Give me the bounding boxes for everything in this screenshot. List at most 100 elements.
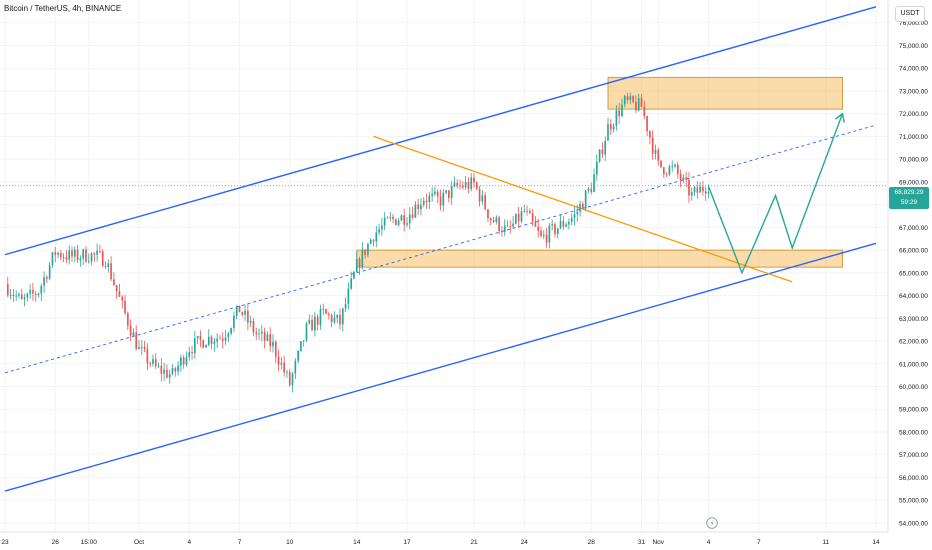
candle-body — [428, 195, 431, 203]
candle-body — [414, 204, 417, 218]
candle-body — [40, 285, 43, 294]
symbol-title: Bitcoin / TetherUS, 4h, BINANCE — [4, 4, 122, 13]
last-price-value: 68,829.29 — [894, 189, 924, 196]
candle-body — [604, 140, 607, 155]
candle-body — [244, 310, 246, 315]
time-tick-label: 23 — [1, 539, 9, 546]
candle-body — [537, 226, 540, 231]
price-tick-label: 64,000.00 — [899, 293, 928, 300]
candle-body — [579, 203, 581, 212]
candle-body — [503, 225, 506, 233]
candle-body — [548, 225, 551, 243]
candle-body — [18, 294, 20, 296]
candle-body — [129, 325, 132, 336]
mid-channel-line — [4, 124, 877, 374]
candle-body — [107, 263, 110, 268]
time-tick-label: 31 — [638, 539, 646, 546]
candle-body — [191, 352, 193, 354]
time-tick-label: 7 — [757, 539, 761, 546]
candle-body — [475, 182, 478, 189]
tradingview-logo-icon — [706, 517, 718, 529]
candle-body — [389, 216, 392, 218]
candle-body — [562, 220, 565, 227]
candle-body — [378, 229, 380, 233]
candle-body — [266, 334, 269, 341]
candle-body — [587, 188, 590, 191]
candle-body — [288, 371, 291, 386]
price-tick-label: 61,000.00 — [899, 361, 928, 368]
candle-body — [283, 362, 286, 373]
candle-body — [344, 303, 347, 309]
candle-body — [132, 332, 135, 336]
candle-body — [445, 190, 447, 193]
projection-arrowhead — [834, 112, 845, 123]
candle-body — [461, 185, 464, 188]
candle-body — [149, 363, 152, 365]
candle-body — [124, 300, 126, 314]
time-tick-label: Nov — [652, 539, 664, 546]
candle-body — [568, 221, 570, 225]
candle-body — [367, 243, 369, 255]
time-tick-label: 26 — [52, 539, 60, 546]
candle-body — [422, 200, 425, 205]
price-tick-label: 73,000.00 — [899, 88, 928, 95]
candle-body — [6, 284, 9, 296]
candle-body — [690, 192, 693, 196]
candle-body — [79, 258, 82, 261]
candle-body — [576, 211, 579, 215]
time-tick-label: 24 — [521, 539, 529, 546]
candle-body — [464, 182, 467, 188]
candle-body — [319, 309, 322, 325]
price-tick-label: 71,000.00 — [899, 134, 928, 141]
candle-body — [46, 277, 48, 279]
candle-body — [584, 190, 587, 209]
candle-body — [113, 279, 115, 286]
candle-body — [126, 313, 129, 326]
candle-body — [258, 333, 260, 335]
candle-body — [607, 124, 609, 141]
candle-body — [406, 223, 408, 225]
lower-channel-line — [4, 242, 877, 492]
candle-body — [325, 309, 327, 314]
candle-body — [565, 224, 567, 227]
candle-body — [651, 137, 654, 154]
candle-body — [702, 186, 704, 192]
descending-trendline — [373, 135, 793, 283]
candle-body — [171, 368, 174, 375]
candle-body — [381, 225, 383, 230]
candle-body — [556, 228, 559, 235]
candle-body — [682, 177, 685, 181]
candle-body — [305, 323, 308, 341]
price-tick-label: 62,000.00 — [899, 339, 928, 346]
candle-body — [322, 309, 325, 310]
candle-body — [54, 252, 57, 255]
candle-body — [207, 336, 210, 345]
price-tick-label: 75,000.00 — [899, 43, 928, 50]
candle-body — [453, 182, 456, 187]
candle-body — [202, 340, 205, 348]
candle-body — [403, 215, 406, 225]
candle-body — [582, 203, 584, 209]
time-tick-label: 7 — [238, 539, 242, 546]
candle-body — [361, 249, 364, 268]
candle-body — [160, 365, 163, 374]
candle-body — [26, 293, 29, 298]
candle-body — [20, 294, 23, 300]
candle-body — [704, 191, 707, 194]
price-tick-label: 60,000.00 — [899, 384, 928, 391]
candle-body — [707, 191, 710, 194]
currency-selector[interactable]: USDT — [895, 6, 925, 22]
candle-body — [593, 174, 595, 193]
candle-body — [29, 289, 31, 294]
candle-body — [182, 357, 185, 365]
candle-body — [263, 331, 266, 341]
candle-body — [272, 341, 274, 347]
candle-body — [12, 294, 15, 296]
candle-body — [350, 278, 353, 289]
price-tick-label: 69,000.00 — [899, 179, 928, 186]
candle-body — [372, 239, 375, 242]
candle-body — [487, 209, 489, 219]
candle-body — [523, 210, 526, 212]
